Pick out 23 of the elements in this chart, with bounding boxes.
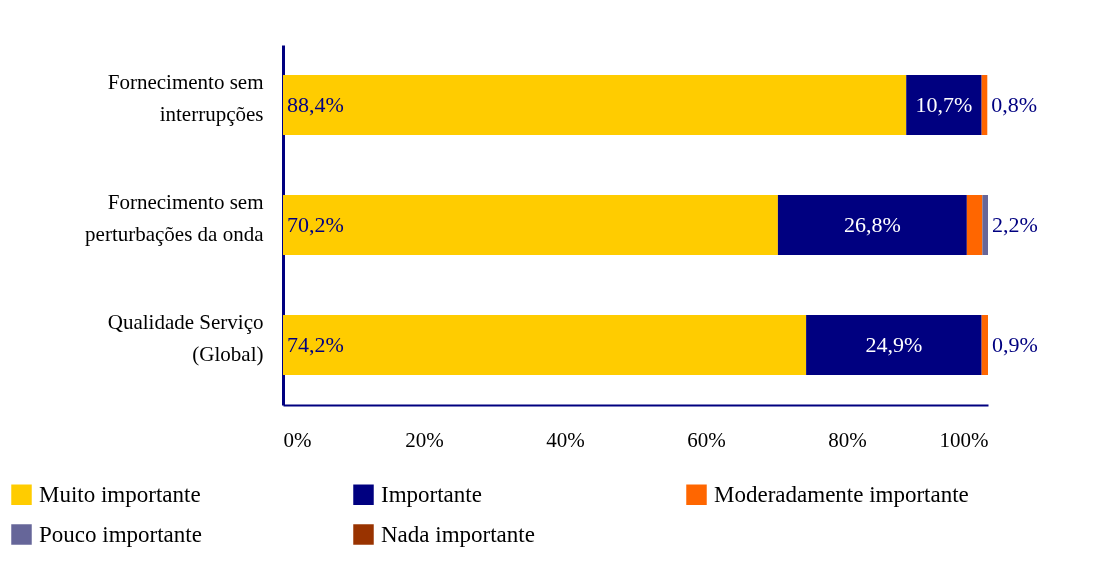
x-tick-label: 0% [283, 427, 312, 452]
y-tick-label: Qualidade Serviço (Global) [107, 310, 264, 366]
x-tick-label: 100% [939, 427, 989, 452]
x-tick-label: 40% [546, 427, 585, 452]
data-label: 70,2% [287, 212, 344, 237]
x-tick-label: 60% [687, 427, 726, 452]
data-label: 0,8% [991, 92, 1038, 117]
data-label: 88,4% [287, 92, 344, 117]
data-label: 2,2% [992, 212, 1038, 237]
data-label: 74,2% [287, 332, 344, 357]
y-tick-label: Fornecimento sem perturbações da onda [85, 190, 265, 246]
data-label: 24,9% [865, 332, 923, 357]
legend-label: Moderadamente importante [714, 481, 969, 507]
legend-label: Pouco importante [39, 521, 202, 547]
x-tick-label: 80% [828, 427, 867, 452]
legend-label: Importante [381, 481, 482, 507]
data-label: 10,7% [915, 92, 973, 117]
y-tick-label: Fornecimento sem interrupções [107, 70, 264, 126]
legend-label: Nada importante [381, 521, 535, 547]
data-label: 0,9% [992, 332, 1038, 357]
x-tick-label: 20% [405, 427, 444, 452]
legend-label: Muito importante [39, 481, 201, 507]
data-label: 26,8% [843, 212, 901, 237]
